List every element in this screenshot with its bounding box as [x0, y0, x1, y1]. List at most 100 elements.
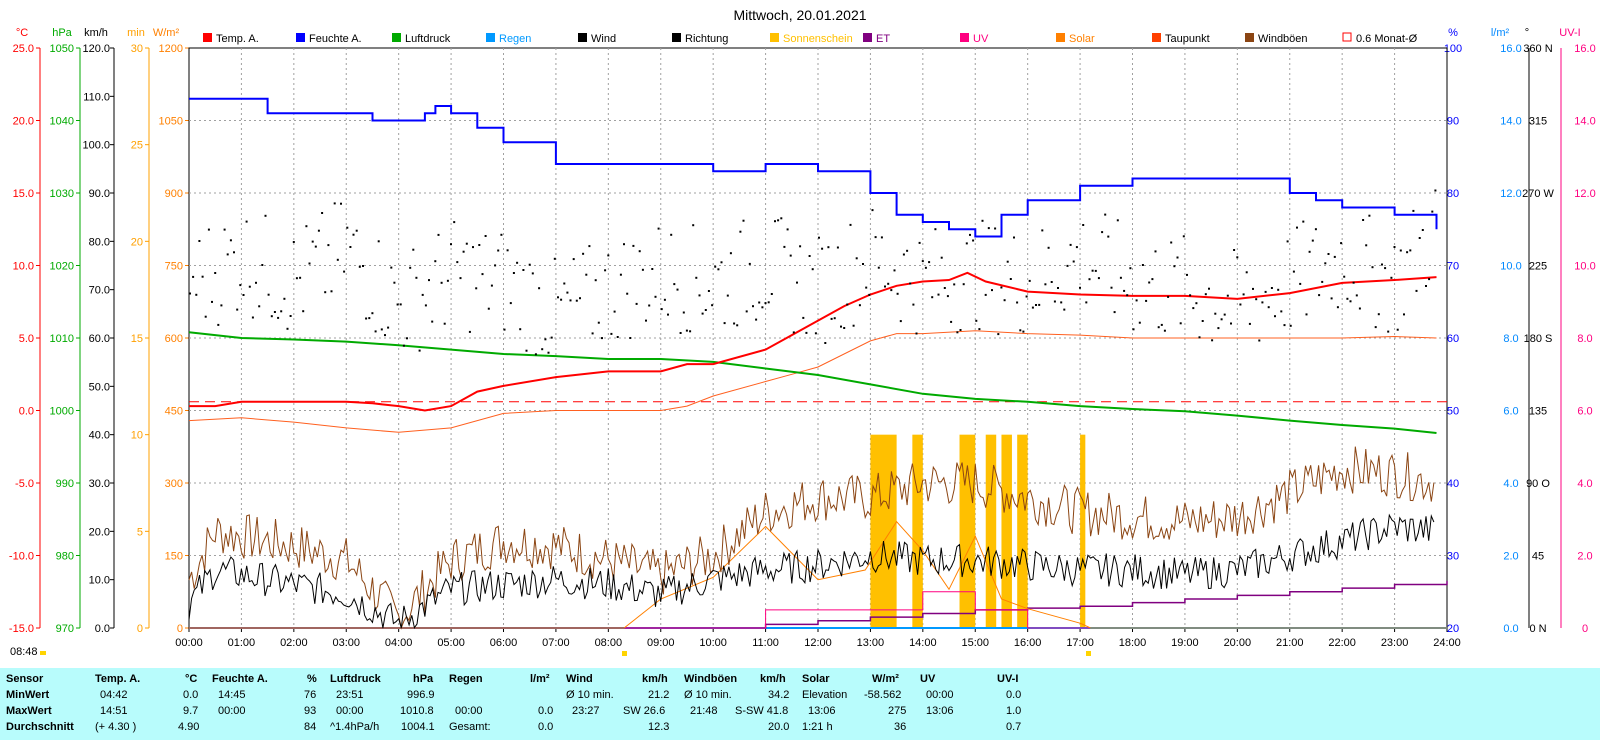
direction-point [865, 286, 868, 289]
direction-point [1384, 267, 1387, 270]
direction-point [1028, 279, 1031, 282]
direction-point [434, 260, 437, 263]
direction-point [770, 293, 773, 295]
direction-point [582, 252, 585, 255]
direction-point [1069, 243, 1072, 246]
axis-tick-label: 6.0 [1503, 406, 1518, 418]
axis-tick-label: 90.0 [89, 188, 110, 200]
direction-point [1336, 306, 1339, 309]
direction-point [748, 262, 751, 265]
axis-tick-label: 16.0 [1500, 43, 1521, 55]
direction-point [1377, 313, 1380, 316]
direction-point [953, 283, 956, 286]
stats-rain-unit: l/m² [530, 673, 550, 685]
stats-uv-header: UV [920, 673, 936, 685]
direction-point [1006, 260, 1009, 263]
direction-point [1107, 235, 1110, 238]
direction-point [362, 265, 364, 267]
direction-point [553, 257, 556, 260]
stats-hum-header: Feuchte A. [212, 673, 268, 685]
axis-tick-label: 135 [1529, 406, 1547, 418]
direction-point [987, 227, 990, 230]
direction-point [1204, 293, 1207, 296]
stats-press-max-val: 1010.8 [400, 705, 434, 717]
axis-tick-label: 25 [131, 140, 143, 152]
direction-point [468, 330, 471, 333]
direction-point [384, 334, 386, 337]
direction-point [950, 320, 953, 323]
axis-unit-label: % [1448, 27, 1458, 39]
stats-max-label: MaxWert [6, 705, 52, 717]
stats-hum-max-time: 00:00 [218, 705, 246, 717]
direction-point [1412, 209, 1415, 212]
legend-swatch [770, 33, 779, 42]
stats-hum-min-val: 76 [304, 689, 317, 701]
direction-point [594, 279, 597, 282]
direction-point [597, 321, 600, 324]
direction-point [1110, 286, 1113, 289]
direction-point [978, 328, 981, 331]
x-tick-label: 16:00 [1014, 637, 1042, 649]
stats-solar-avg-time: 1:21 h [802, 721, 833, 733]
direction-point [868, 293, 871, 296]
direction-point [1025, 295, 1028, 298]
axis-tick-label: 12.0 [1574, 188, 1595, 200]
direction-point [340, 202, 342, 205]
direction-point [1324, 262, 1327, 265]
legend-swatch [1152, 33, 1161, 42]
direction-point [195, 293, 198, 296]
axis-tick-label: 50.0 [89, 381, 110, 393]
direction-point [1000, 286, 1003, 289]
direction-point [406, 337, 408, 340]
direction-point [670, 233, 673, 236]
axis-tick-label: 900 [165, 188, 183, 200]
direction-point [431, 320, 434, 323]
direction-point [918, 241, 921, 244]
direction-point [305, 225, 308, 228]
legend-swatch [672, 33, 681, 42]
axis-tick-label: 1000 [50, 406, 74, 418]
direction-point [745, 310, 748, 313]
direction-point [638, 250, 641, 253]
direction-point [299, 276, 302, 279]
direction-point [698, 294, 701, 297]
axis-tick-label: 970 [56, 623, 74, 635]
x-tick-label: 01:00 [228, 637, 256, 649]
direction-point [811, 268, 814, 271]
stats-press-avg-val: 1004.1 [401, 721, 435, 733]
x-tick-label: 13:00 [857, 637, 885, 649]
x-tick-label: 04:00 [385, 637, 413, 649]
stats-press-trend: ^1.4hPa/h [330, 721, 380, 733]
series-group [188, 97, 1448, 630]
direction-point [1230, 322, 1232, 325]
legend-label: Wind [591, 33, 616, 45]
direction-point [192, 275, 195, 278]
axis-tick-label: 110.0 [83, 91, 110, 103]
stats-temp-max-val: 9.7 [183, 705, 199, 717]
direction-point [333, 202, 336, 205]
axis-unit-label: ° [1525, 27, 1529, 39]
direction-point [928, 261, 931, 264]
axis-tick-label: -15.0 [9, 623, 34, 635]
legend-swatch [863, 33, 872, 42]
axis-tick-label: 16.0 [1574, 43, 1595, 55]
series-line [189, 520, 1447, 629]
direction-point [616, 336, 619, 338]
direction-point [1022, 330, 1025, 333]
axis-tick-label: 20 [131, 236, 143, 248]
legend-swatch [1245, 33, 1254, 42]
direction-point [783, 245, 786, 248]
direction-point [390, 266, 393, 269]
direction-point [1050, 281, 1053, 283]
direction-point [525, 349, 528, 352]
direction-point [937, 293, 940, 296]
axis-tick-label: 360 N [1523, 43, 1552, 55]
x-tick-label: 21:00 [1276, 637, 1304, 649]
direction-point [437, 233, 440, 236]
stats-uv-min-val: 0.0 [1006, 689, 1022, 701]
axis-tick-label: 80.0 [89, 236, 110, 248]
stats-rain-total-label: Gesamt: [449, 721, 491, 733]
chart-title: Mittwoch, 20.01.2021 [733, 7, 866, 23]
direction-point [729, 252, 732, 255]
direction-point [550, 336, 553, 339]
